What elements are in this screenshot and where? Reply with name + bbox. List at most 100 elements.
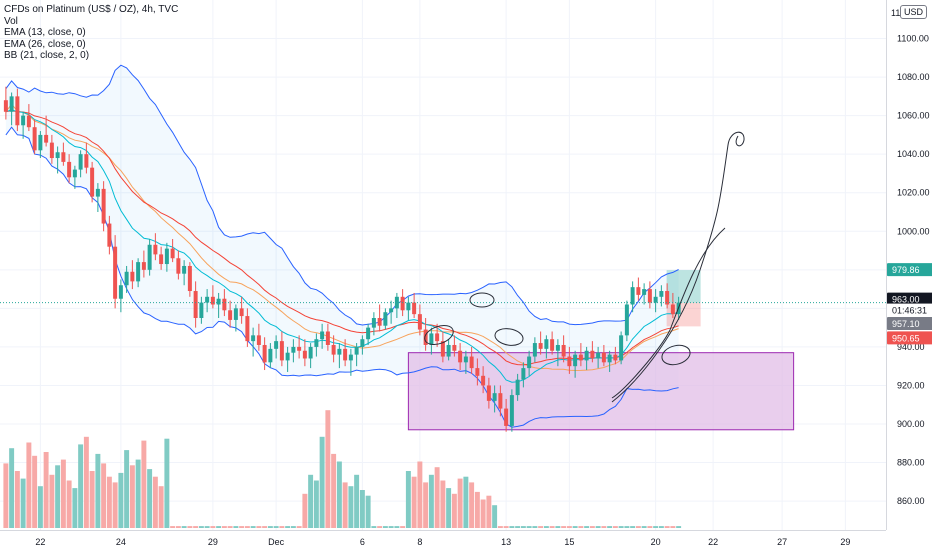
- candle-body[interactable]: [26, 115, 31, 128]
- candle-body[interactable]: [136, 262, 141, 282]
- candle-body[interactable]: [463, 356, 468, 363]
- candle-body[interactable]: [268, 348, 273, 363]
- price-axis[interactable]: 1100.00 1080.00 1060.00 1040.00 1020.00 1000.…: [886, 0, 932, 530]
- candle-body[interactable]: [435, 333, 440, 342]
- candle-body[interactable]: [205, 296, 210, 303]
- candle-body[interactable]: [3, 100, 8, 112]
- legend-volume[interactable]: Vol: [4, 15, 18, 27]
- candle-body[interactable]: [389, 308, 394, 313]
- candle-body[interactable]: [159, 254, 164, 265]
- candle-body[interactable]: [366, 327, 371, 340]
- candle-body[interactable]: [337, 348, 342, 355]
- candle-body[interactable]: [210, 296, 215, 305]
- candle-body[interactable]: [251, 335, 256, 342]
- price-chart[interactable]: [0, 0, 886, 530]
- candle-body[interactable]: [412, 302, 417, 315]
- candle-body[interactable]: [95, 188, 100, 197]
- candle-body[interactable]: [239, 308, 244, 317]
- freehand-drawing[interactable]: [469, 292, 495, 308]
- candle-body[interactable]: [521, 368, 526, 380]
- freehand-drawing[interactable]: [424, 325, 454, 345]
- candle-body[interactable]: [429, 333, 434, 345]
- candle-body[interactable]: [590, 350, 595, 359]
- candle-body[interactable]: [670, 304, 675, 315]
- candle-body[interactable]: [78, 154, 83, 170]
- candle-body[interactable]: [222, 298, 227, 311]
- candle-body[interactable]: [84, 154, 89, 168]
- candle-body[interactable]: [216, 298, 221, 305]
- candle-body[interactable]: [15, 96, 20, 126]
- candle-body[interactable]: [67, 161, 72, 178]
- candle-body[interactable]: [228, 310, 233, 320]
- candle-body[interactable]: [343, 348, 348, 361]
- candle-body[interactable]: [199, 302, 204, 318]
- candle-body[interactable]: [61, 152, 66, 162]
- candle-body[interactable]: [354, 346, 359, 355]
- candle-body[interactable]: [141, 262, 146, 270]
- position-target[interactable]: [666, 270, 701, 303]
- candle-body[interactable]: [182, 265, 187, 274]
- candle-body[interactable]: [515, 379, 520, 396]
- candle-body[interactable]: [90, 167, 95, 197]
- candle-body[interactable]: [285, 352, 290, 361]
- candle-body[interactable]: [308, 346, 313, 359]
- symbol-title[interactable]: CFDs on Platinum (US$ / OZ), 4h, TVC: [4, 4, 179, 15]
- candle-body[interactable]: [262, 344, 267, 363]
- candle-body[interactable]: [9, 96, 14, 112]
- candle-body[interactable]: [233, 308, 238, 320]
- candle-body[interactable]: [550, 339, 555, 351]
- candle-body[interactable]: [331, 344, 336, 355]
- candle-body[interactable]: [532, 343, 537, 357]
- candle-body[interactable]: [176, 258, 181, 274]
- candle-body[interactable]: [544, 339, 549, 349]
- candle-body[interactable]: [274, 341, 279, 349]
- candle-body[interactable]: [400, 296, 405, 311]
- candle-body[interactable]: [118, 285, 123, 299]
- candle-body[interactable]: [245, 316, 250, 342]
- candle-body[interactable]: [193, 291, 198, 318]
- candle-body[interactable]: [348, 354, 353, 361]
- candle-body[interactable]: [44, 134, 49, 143]
- candle-body[interactable]: [481, 375, 486, 386]
- candle-body[interactable]: [55, 152, 60, 159]
- legend-bollinger[interactable]: BB (21, close, 2, 0): [4, 50, 90, 61]
- candle-body[interactable]: [72, 169, 77, 178]
- candle-body[interactable]: [486, 385, 491, 401]
- candle-body[interactable]: [458, 350, 463, 363]
- candle-body[interactable]: [130, 271, 135, 282]
- candle-body[interactable]: [509, 395, 514, 426]
- candle-body[interactable]: [630, 287, 635, 305]
- chart-pane[interactable]: [0, 0, 886, 530]
- candle-body[interactable]: [452, 344, 457, 351]
- candle-body[interactable]: [371, 318, 376, 328]
- candle-body[interactable]: [38, 134, 43, 151]
- candle-body[interactable]: [624, 304, 629, 336]
- candle-body[interactable]: [164, 248, 169, 265]
- candle-body[interactable]: [153, 244, 158, 255]
- candle-body[interactable]: [578, 354, 583, 361]
- candle-body[interactable]: [107, 223, 112, 247]
- candle-body[interactable]: [492, 393, 497, 401]
- freehand-drawing[interactable]: [661, 344, 691, 366]
- candle-body[interactable]: [538, 343, 543, 349]
- candle-body[interactable]: [659, 291, 664, 297]
- candle-body[interactable]: [573, 354, 578, 367]
- candle-body[interactable]: [383, 312, 388, 326]
- candle-body[interactable]: [613, 354, 618, 361]
- legend-ema26[interactable]: EMA (26, close, 0): [4, 38, 86, 50]
- candle-body[interactable]: [147, 244, 152, 270]
- currency-button[interactable]: USD: [900, 5, 928, 19]
- candle-body[interactable]: [665, 291, 670, 305]
- candle-body[interactable]: [406, 302, 411, 311]
- legend-ema13[interactable]: EMA (13, close, 0): [4, 27, 86, 38]
- candle-body[interactable]: [291, 346, 296, 353]
- candle-body[interactable]: [446, 344, 451, 357]
- candle-body[interactable]: [187, 265, 192, 292]
- candle-body[interactable]: [279, 341, 284, 361]
- candle-body[interactable]: [417, 314, 422, 330]
- candle-body[interactable]: [619, 335, 624, 361]
- candle-body[interactable]: [113, 246, 118, 299]
- candle-body[interactable]: [475, 368, 480, 376]
- position-stop[interactable]: [666, 302, 701, 327]
- candle-body[interactable]: [584, 350, 589, 361]
